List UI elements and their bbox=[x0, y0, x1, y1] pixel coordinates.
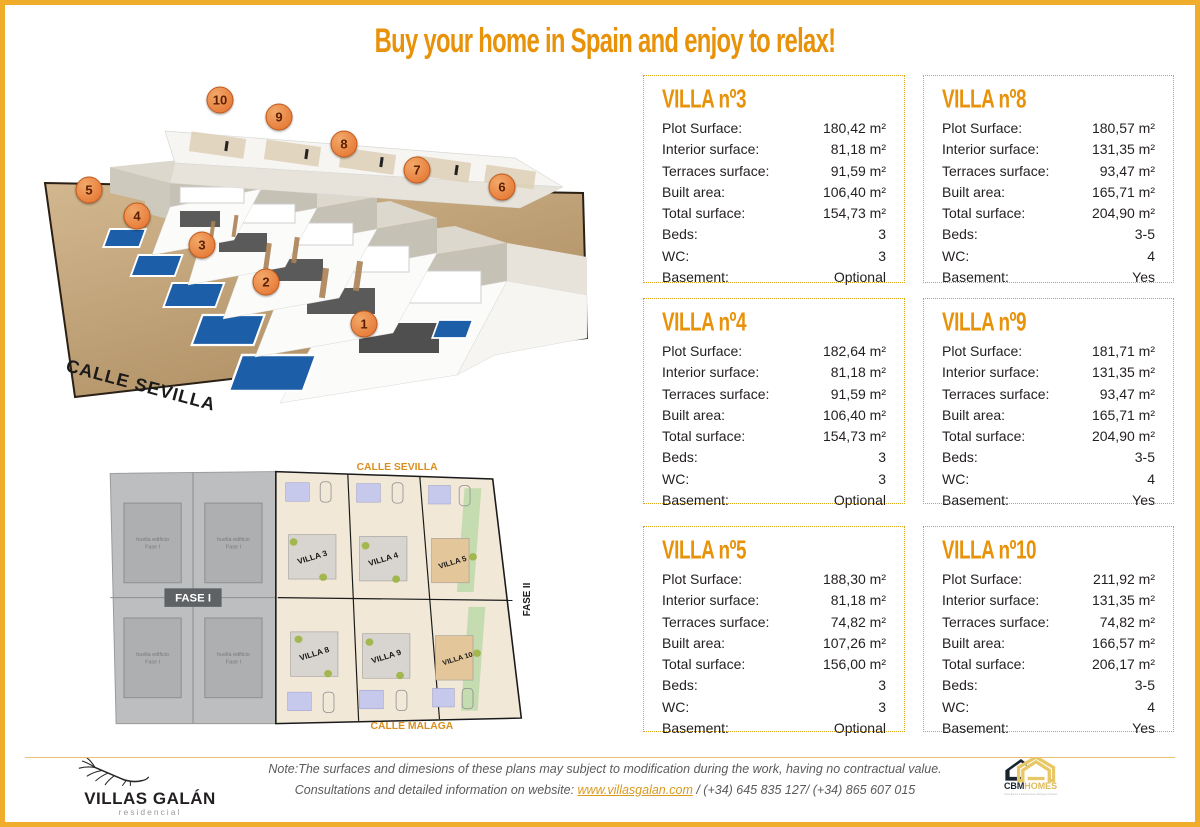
svg-text:CALLE MALAGA: CALLE MALAGA bbox=[371, 721, 454, 732]
svg-text:huella edificio: huella edificio bbox=[136, 652, 169, 658]
svg-text:CBM: CBM bbox=[1004, 781, 1024, 791]
svg-text:Fase I: Fase I bbox=[226, 660, 241, 666]
svg-text:Fase I: Fase I bbox=[226, 545, 241, 551]
svg-text:huella edificio: huella edificio bbox=[136, 537, 169, 543]
svg-text:CALLE SEVILLA: CALLE SEVILLA bbox=[357, 462, 439, 473]
svg-text:Costa Blanca & Mediterranean M: Costa Blanca & Mediterranean Mortgage Pr… bbox=[1004, 793, 1058, 796]
svg-text:FASE II: FASE II bbox=[522, 583, 533, 617]
svg-text:huella edificio: huella edificio bbox=[217, 537, 250, 543]
svg-text:HOMES: HOMES bbox=[1024, 781, 1057, 791]
svg-text:FASE I: FASE I bbox=[175, 593, 211, 605]
svg-text:Fase I: Fase I bbox=[145, 545, 160, 551]
svg-text:Fase I: Fase I bbox=[145, 660, 160, 666]
svg-text:huella edificio: huella edificio bbox=[217, 652, 250, 658]
